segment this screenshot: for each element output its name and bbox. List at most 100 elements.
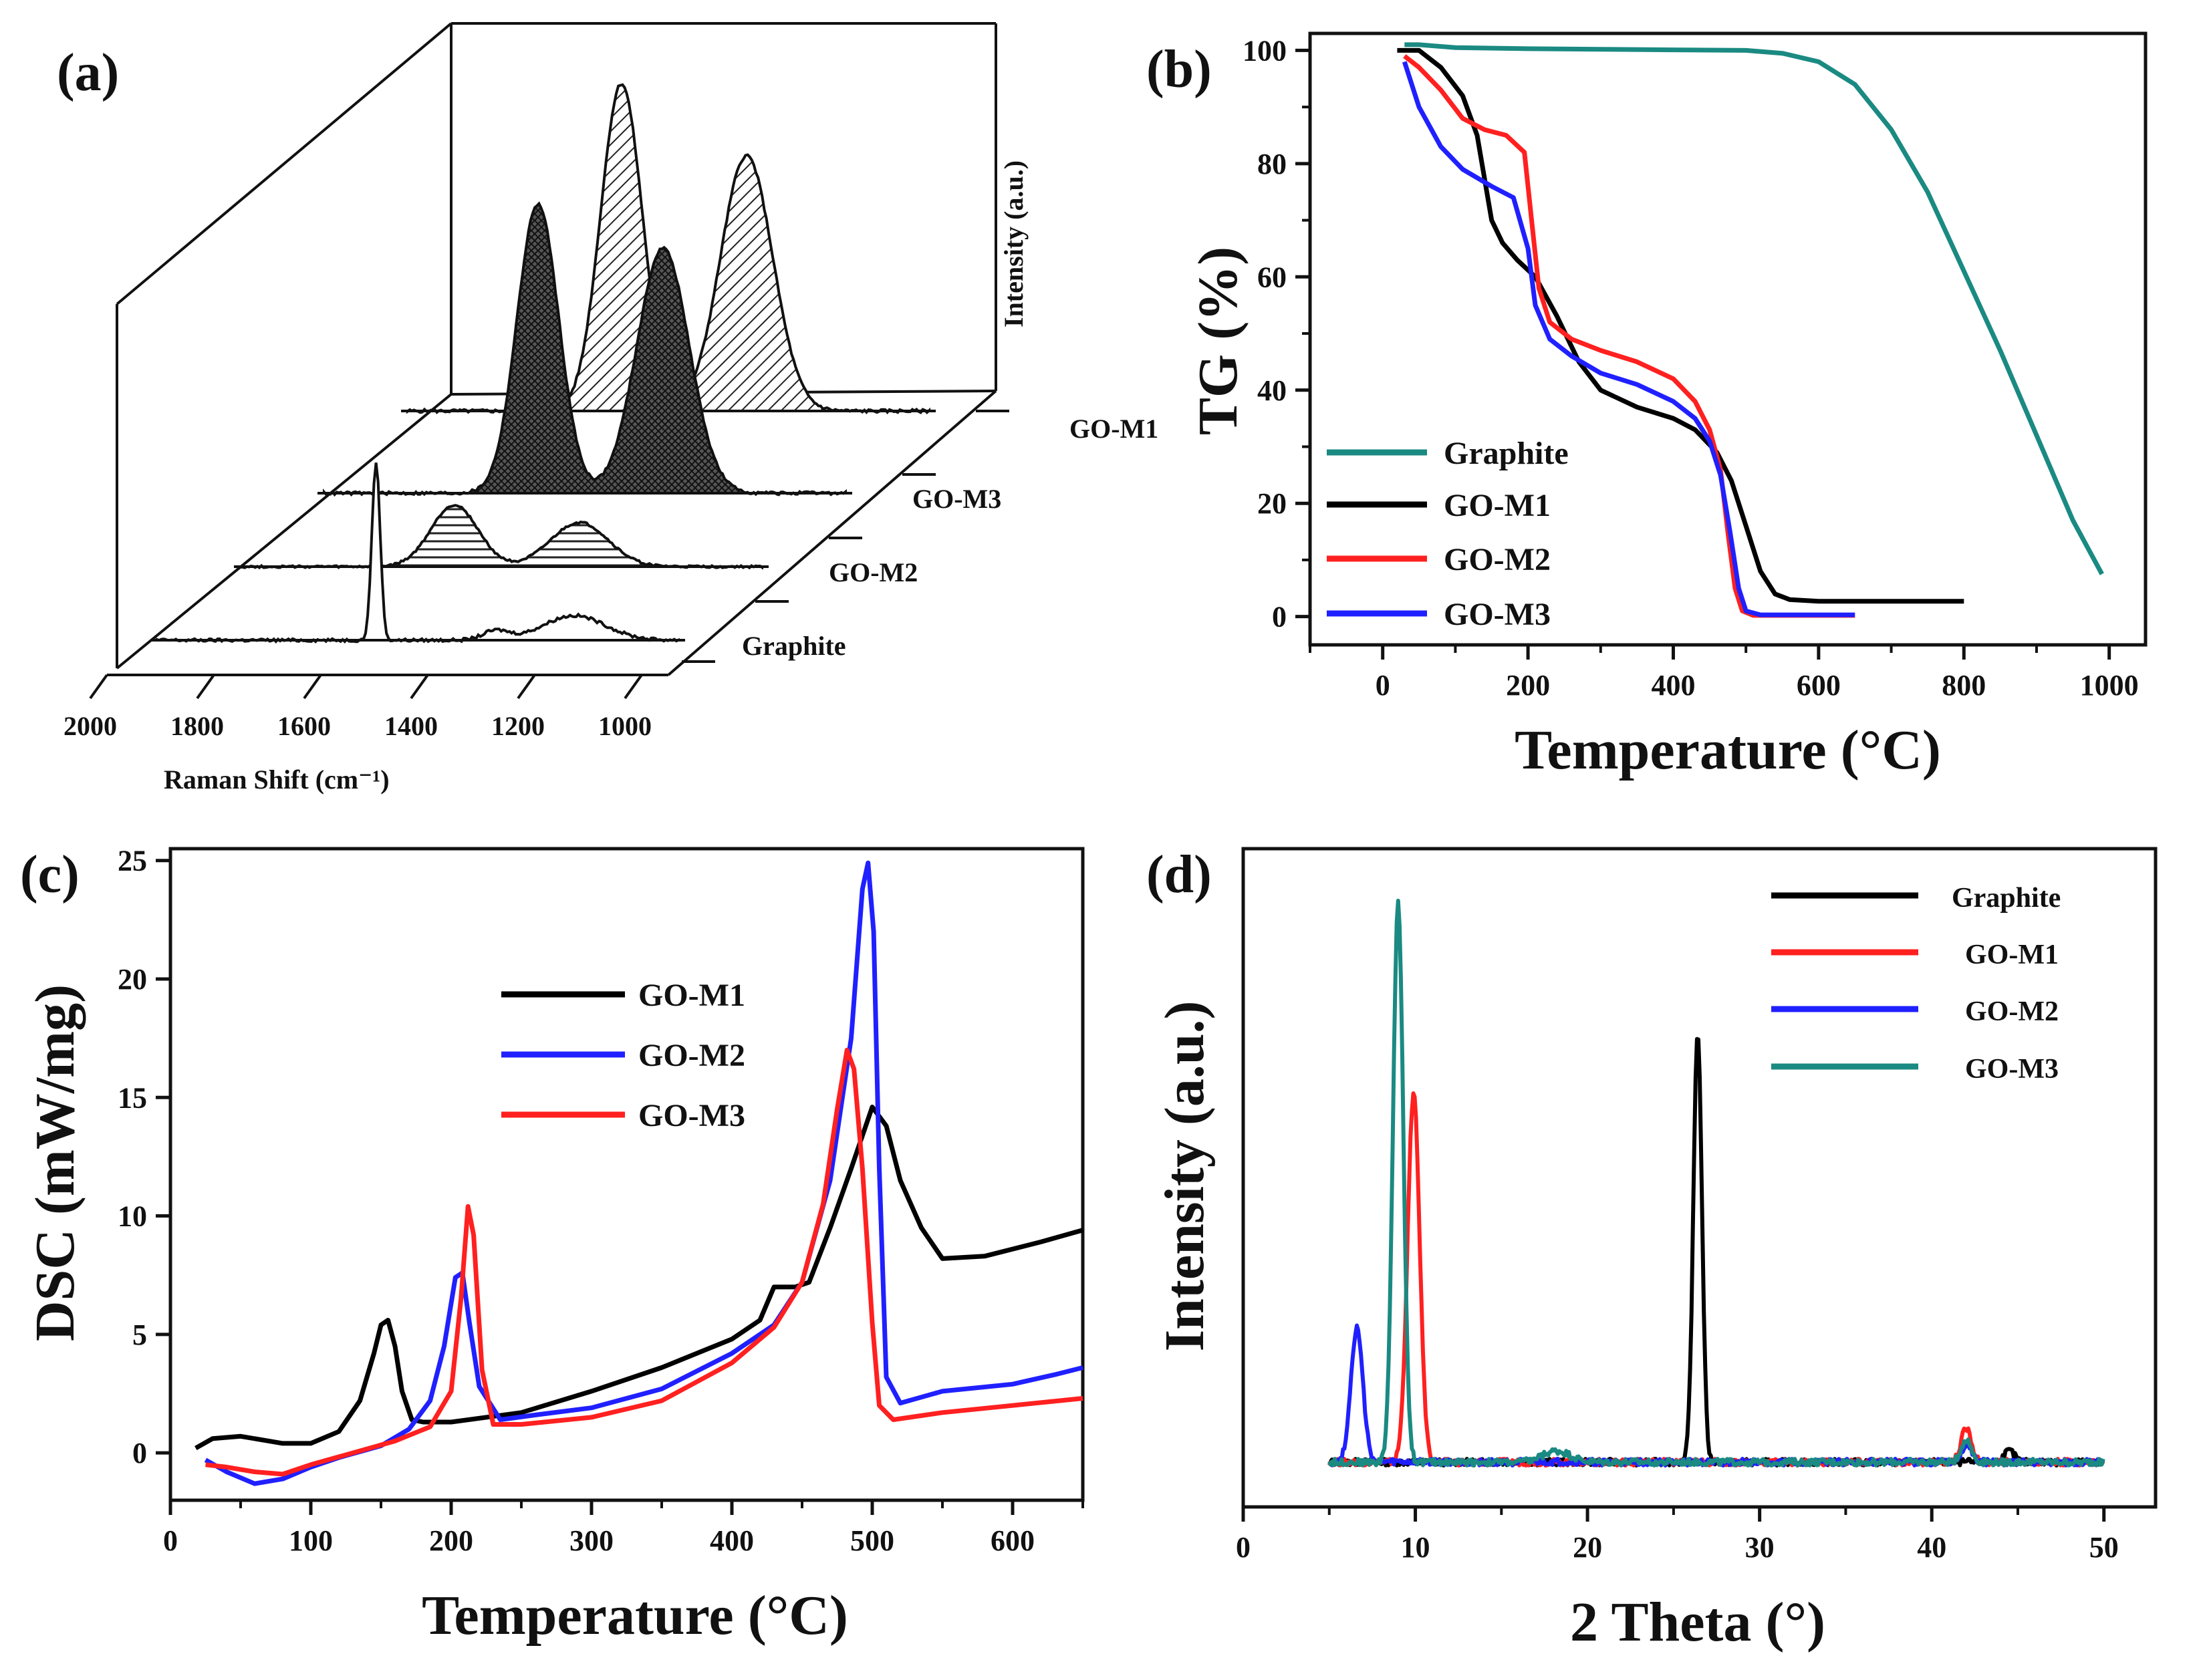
raman-x-tick-mark [624, 674, 643, 700]
tga-y-tick-label: 0 [1272, 601, 1287, 634]
xrd-legend: Graphite GO-M1 GO-M2 GO-M3 [1771, 883, 2061, 1085]
tga-series-graphite [1404, 42, 2104, 575]
tga-x-tick-label: 600 [1797, 669, 1841, 702]
raman-x-tick-label: 1000 [598, 711, 652, 741]
xrd-legend-go-m1: GO-M1 [1965, 940, 2059, 970]
tga-y-axis-title: TG (%) [1187, 247, 1249, 435]
xrd-legend-go-m3: GO-M3 [1965, 1054, 2059, 1085]
dsc-y-tick-label: 0 [132, 1437, 147, 1469]
raman-x-tick-label: 1600 [277, 711, 331, 741]
tga-y-tick-label: 80 [1257, 148, 1287, 180]
tga-series-go-m3 [1402, 61, 1855, 617]
xrd-legend-go-m2: GO-M2 [1965, 996, 2059, 1027]
raman-floor-back-diagonal [116, 393, 452, 670]
raman-x-ticks: 2000 1800 1600 1400 1200 1000 [63, 674, 652, 741]
raman-label-go-m2: GO-M2 [829, 557, 918, 587]
tga-x-axis-title: Temperature (°C) [1515, 719, 1941, 781]
dsc-x-tick-label: 500 [850, 1524, 894, 1557]
raman-x-tick-label: 1200 [491, 711, 545, 741]
raman-y-axis-title: Intensity (a.u.) [999, 160, 1029, 327]
dsc-series-go-m2 [204, 860, 1083, 1486]
xrd-ticks: 0 10 20 30 40 50 [1236, 1507, 2119, 1564]
raman-x-tick-label: 1800 [170, 711, 224, 741]
xrd-x-tick-label: 0 [1236, 1531, 1251, 1564]
xrd-series-go-m1 [1327, 1091, 2105, 1467]
tga-legend: Graphite GO-M1 GO-M2 GO-M3 [1327, 436, 1569, 632]
dsc-y-tick-label: 5 [132, 1318, 147, 1351]
panel-a-label: (a) [57, 43, 119, 102]
tga-series-go-m1 [1397, 47, 1964, 604]
dsc-ticks: 0 100 200 300 400 500 600 0 5 10 15 20 25 [118, 845, 1084, 1557]
dsc-legend-go-m3: GO-M3 [638, 1098, 745, 1133]
tga-y-tick-label: 40 [1257, 374, 1287, 407]
xrd-x-axis-title: 2 Theta (°) [1570, 1591, 1825, 1653]
tga-x-tick-label: 0 [1376, 669, 1390, 702]
panel-d-label: (d) [1146, 845, 1212, 904]
raman-series-group [150, 83, 936, 644]
dsc-y-tick-label: 15 [118, 1081, 147, 1114]
xrd-x-tick-label: 20 [1573, 1531, 1602, 1564]
tga-y-tick-label: 100 [1243, 34, 1287, 67]
dsc-x-tick-label: 300 [569, 1524, 614, 1557]
raman-trace-go-m2 [239, 504, 763, 570]
dsc-x-tick-label: 600 [991, 1524, 1035, 1557]
xrd-x-tick-label: 10 [1401, 1531, 1430, 1564]
tga-series-group [1397, 42, 2104, 618]
tga-y-tick-label: 20 [1257, 487, 1287, 520]
raman-x-tick-mark [410, 674, 429, 700]
dsc-y-tick-label: 25 [118, 845, 147, 877]
raman-x-tick-mark [517, 674, 536, 700]
xrd-y-axis-title: Intensity (a.u.) [1154, 1000, 1216, 1351]
raman-x-tick-label: 2000 [63, 711, 117, 741]
xrd-series-graphite [1328, 1036, 2105, 1467]
panel-b-label: (b) [1146, 40, 1212, 99]
dsc-y-axis-title: DSC (mW/mg) [24, 984, 86, 1341]
tga-legend-go-m1: GO-M1 [1444, 488, 1551, 523]
panel-b-tga: (b) 0 200 400 600 800 1000 0 20 40 60 80 100 TG (%)… [1146, 31, 2148, 781]
xrd-series-go-m3 [1327, 898, 2105, 1467]
panel-a-raman: (a) 2000 1800 1600 1400 1200 1000 Intensity (… [57, 22, 1158, 795]
xrd-x-tick-label: 40 [1917, 1531, 1946, 1564]
tga-plot-frame [1308, 31, 2148, 647]
dsc-x-tick-label: 200 [429, 1524, 473, 1557]
tga-x-tick-label: 200 [1506, 669, 1550, 702]
tga-legend-graphite: Graphite [1444, 436, 1569, 471]
tga-legend-go-m2: GO-M2 [1444, 542, 1551, 577]
dsc-legend-go-m2: GO-M2 [638, 1038, 745, 1073]
dsc-legend: GO-M1 GO-M2 GO-M3 [501, 978, 745, 1133]
tga-legend-go-m3: GO-M3 [1444, 597, 1551, 632]
tga-x-tick-label: 800 [1942, 669, 1986, 702]
panel-d-xrd: (d) 0 10 20 30 40 50 Intensity (a.u.) 2 Theta… [1146, 845, 2158, 1653]
raman-label-go-m3: GO-M3 [912, 484, 1001, 514]
xrd-series-group [1327, 898, 2105, 1467]
xrd-x-tick-label: 30 [1745, 1531, 1775, 1564]
raman-x-tick-mark [196, 674, 215, 700]
dsc-y-tick-label: 10 [118, 1200, 147, 1233]
dsc-series-group [195, 860, 1083, 1486]
panel-c-label: (c) [20, 845, 80, 904]
raman-label-go-m1: GO-M1 [1069, 414, 1158, 444]
raman-x-tick-mark [89, 674, 108, 700]
raman-top-diagonal [116, 22, 452, 305]
dsc-series-go-m1 [195, 1105, 1083, 1451]
dsc-x-tick-label: 100 [289, 1524, 333, 1557]
raman-x-axis-title: Raman Shift (cm⁻¹) [164, 764, 390, 795]
xrd-series-go-m2 [1328, 1323, 2104, 1467]
panel-c-dsc: (c) 0 100 200 300 400 500 600 0 5 10 15 20 25 DSC (m… [20, 845, 1085, 1647]
raman-label-graphite: Graphite [742, 631, 846, 661]
raman-x-tick-label: 1400 [384, 711, 438, 741]
raman-floor-right-diagonal [667, 390, 997, 676]
dsc-y-tick-label: 20 [118, 963, 147, 996]
dsc-x-tick-label: 0 [163, 1524, 178, 1557]
tga-series-go-m2 [1403, 54, 1855, 618]
tga-ticks: 0 200 400 600 800 1000 0 20 40 60 80 100 [1243, 34, 2139, 702]
raman-x-tick-mark [303, 674, 322, 700]
xrd-x-tick-label: 50 [2089, 1531, 2119, 1564]
dsc-plot-frame [168, 847, 1085, 1502]
tga-x-tick-label: 1000 [2080, 669, 2139, 702]
dsc-x-axis-title: Temperature (°C) [422, 1584, 848, 1647]
dsc-legend-go-m1: GO-M1 [638, 978, 745, 1013]
xrd-legend-graphite: Graphite [1952, 883, 2061, 914]
tga-y-tick-label: 60 [1257, 261, 1287, 293]
